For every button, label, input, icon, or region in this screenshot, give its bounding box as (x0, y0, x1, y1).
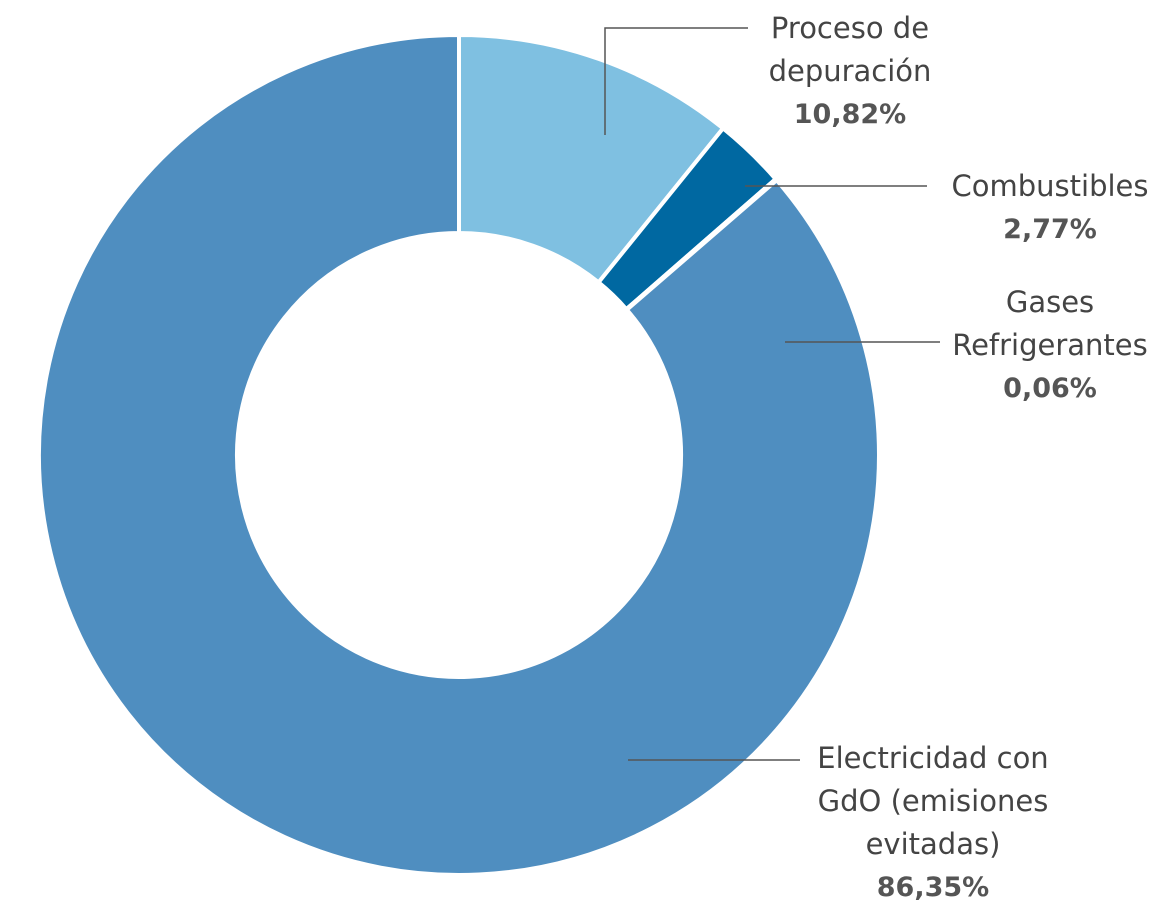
value-label: 86,35% (876, 872, 990, 903)
leader-line (604, 27, 748, 135)
value-label: 2,77% (1003, 214, 1097, 245)
slice-label: Proceso de depuración 10,82% (769, 7, 932, 136)
category-name: Combustibles (951, 169, 1149, 203)
value-label: 0,06% (1003, 373, 1097, 404)
category-name: Gases Refrigerantes (952, 285, 1148, 362)
value-label: 10,82% (793, 99, 907, 130)
slice-label: Gases Refrigerantes 0,06% (952, 281, 1148, 410)
slice-label: Combustibles 2,77% (952, 165, 1149, 251)
category-name: Electricidad con GdO (emisiones evitadas… (817, 741, 1049, 861)
donut-slice (37, 32, 881, 877)
slice-label: Electricidad con GdO (emisiones evitadas… (817, 737, 1048, 909)
category-name: Proceso de depuración (768, 11, 932, 88)
